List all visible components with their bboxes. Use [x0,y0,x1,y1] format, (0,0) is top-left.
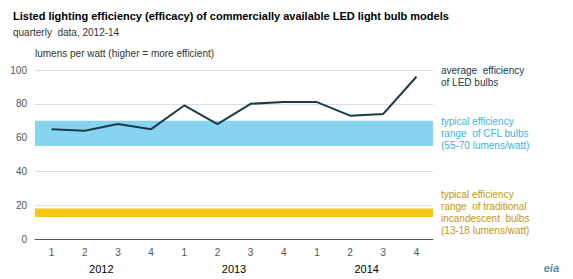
svg-text:100: 100 [10,65,27,76]
svg-text:3: 3 [115,247,121,258]
svg-text:1: 1 [314,247,320,258]
svg-text:typical efficiency: typical efficiency [441,189,514,200]
svg-text:average efficiency: average efficiency [441,65,524,76]
svg-text:4: 4 [281,247,287,258]
svg-text:eia: eia [544,262,559,274]
svg-text:1: 1 [49,247,55,258]
svg-text:80: 80 [16,98,28,109]
svg-text:2: 2 [347,247,353,258]
svg-text:range of CFL bulbs: range of CFL bulbs [441,128,528,139]
svg-text:typical efficiency: typical efficiency [441,116,514,127]
svg-text:of LED bulbs: of LED bulbs [441,77,498,88]
svg-text:4: 4 [148,247,154,258]
svg-text:2013: 2013 [222,263,246,275]
svg-text:3: 3 [380,247,386,258]
svg-text:Listed lighting efficiency (ef: Listed lighting efficiency (efficacy) of… [13,10,449,22]
svg-text:range of traditional: range of traditional [441,201,527,212]
svg-text:2014: 2014 [354,263,378,275]
svg-text:(55-70 lumens/watt): (55-70 lumens/watt) [441,140,529,151]
svg-text:40: 40 [16,166,28,177]
svg-text:lumens per watt (higher = more: lumens per watt (higher = more efficient… [35,48,214,59]
svg-text:20: 20 [16,200,28,211]
svg-text:0: 0 [21,234,27,245]
svg-text:60: 60 [16,132,28,143]
svg-text:incandescent bulbs: incandescent bulbs [441,213,529,224]
svg-text:2: 2 [82,247,88,258]
svg-text:2012: 2012 [89,263,113,275]
svg-text:2: 2 [215,247,221,258]
svg-text:4: 4 [414,247,420,258]
svg-text:3: 3 [248,247,254,258]
svg-text:(13-18 lumens/watt): (13-18 lumens/watt) [441,225,529,236]
svg-text:1: 1 [181,247,187,258]
svg-text:quarterly data, 2012-14: quarterly data, 2012-14 [13,27,120,38]
